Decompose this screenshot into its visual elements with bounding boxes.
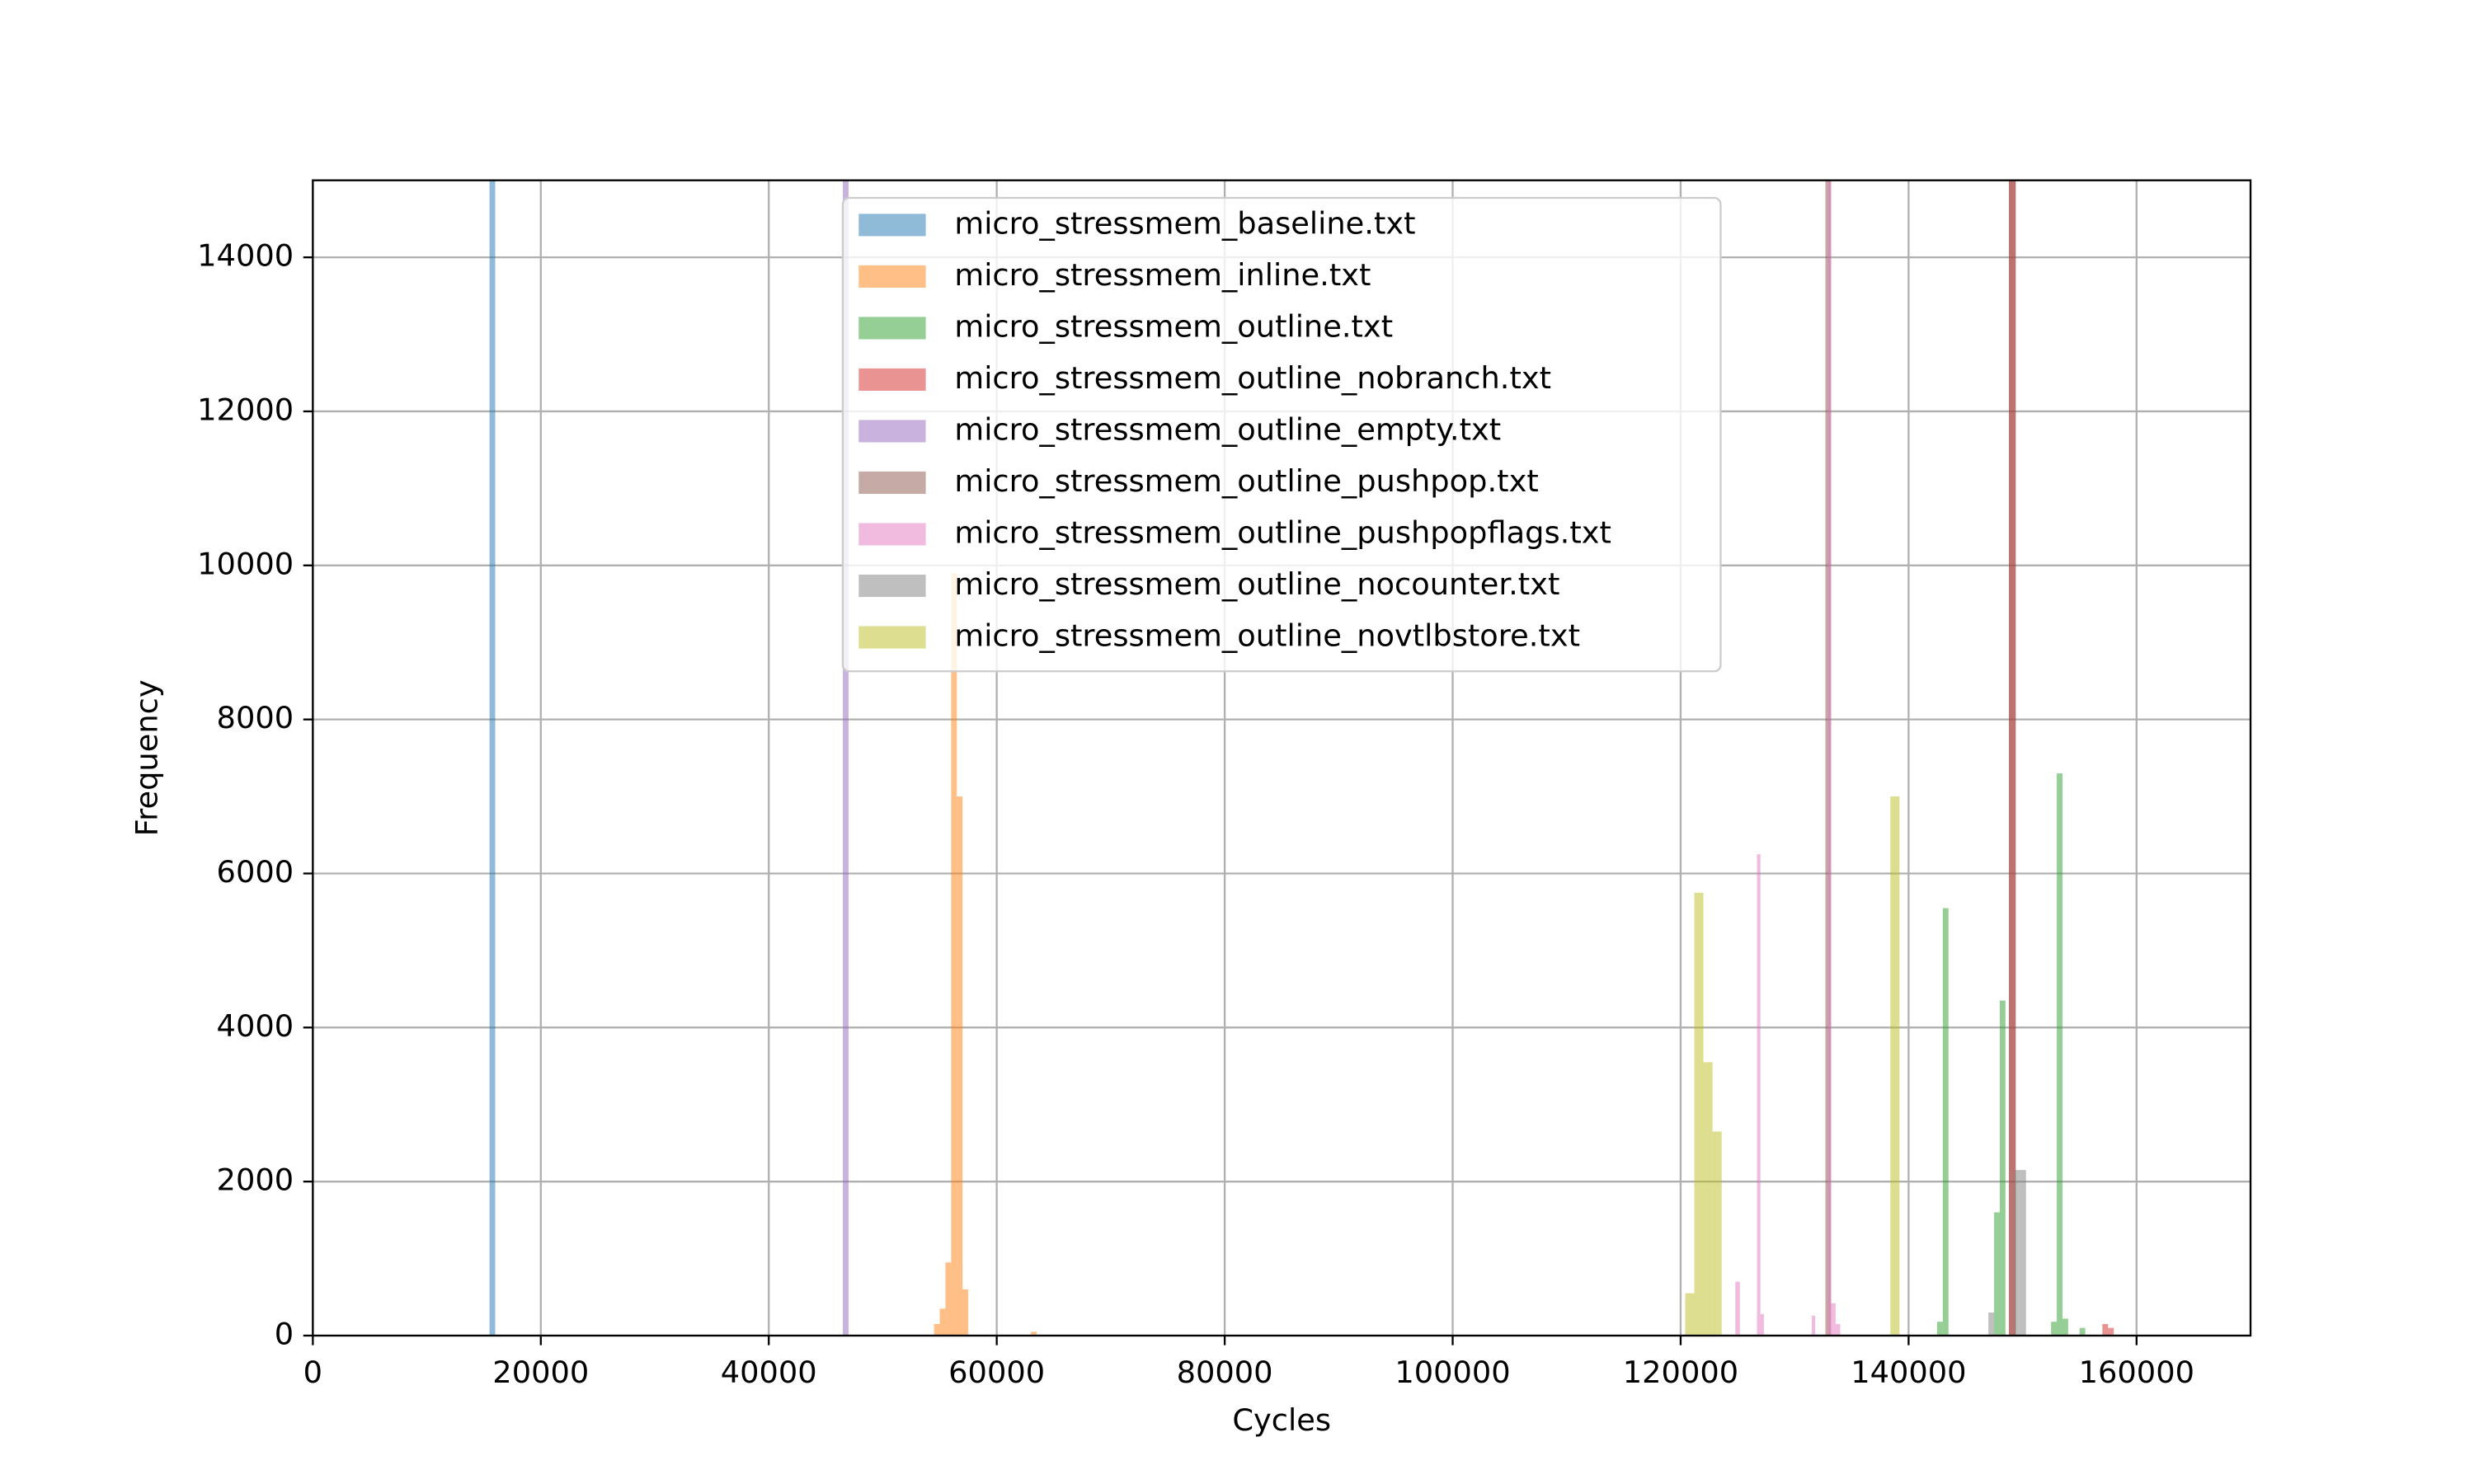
histogram-bar — [2057, 773, 2062, 1336]
plot-frame — [312, 179, 2252, 1337]
legend-label: micro_stressmem_outline_nocounter.txt — [954, 566, 1559, 602]
y-tick-label: 6000 — [217, 854, 294, 890]
y-tick-label: 14000 — [197, 238, 294, 274]
y-tick-label: 8000 — [217, 700, 294, 735]
x-tick-label: 160000 — [2079, 1355, 2194, 1390]
histogram-bar — [1031, 1331, 1037, 1336]
histogram-bar — [1760, 1313, 1764, 1336]
x-tick-label: 60000 — [948, 1355, 1045, 1390]
legend-label: micro_stressmem_outline_nobranch.txt — [954, 360, 1551, 396]
histogram-bar — [2062, 1318, 2068, 1336]
legend-swatch — [858, 420, 926, 443]
x-tick-label: 0 — [303, 1355, 322, 1390]
legend-swatch — [858, 471, 926, 495]
histogram-bar — [1827, 180, 1832, 1336]
histogram-bar — [1712, 1131, 1722, 1336]
x-axis-label: Cycles — [1232, 1402, 1331, 1438]
y-tick-label: 0 — [275, 1317, 294, 1352]
ticks: 0 20000 40000 60000 80000 100000 120000 140000 1… — [197, 238, 2194, 1390]
legend-label: micro_stressmem_baseline.txt — [954, 205, 1415, 241]
histogram-bar — [2020, 1170, 2026, 1336]
histogram-bar — [2051, 1322, 2058, 1336]
histogram-bar — [1994, 1212, 2000, 1336]
legend-swatch — [858, 626, 926, 649]
histogram-bar — [1757, 854, 1761, 1336]
legend-swatch — [858, 265, 926, 288]
legend-swatch — [858, 317, 926, 340]
legend-label: micro_stressmem_outline.txt — [954, 308, 1393, 344]
x-tick-label: 40000 — [721, 1355, 817, 1390]
x-tick-label: 140000 — [1851, 1355, 1966, 1390]
legend-label: micro_stressmem_outline_novtlbstore.txt — [954, 618, 1580, 654]
histogram-bar — [1999, 1000, 2006, 1336]
y-axis-label: Frequency — [129, 679, 165, 836]
histogram-bar — [945, 1262, 952, 1336]
histogram-bar — [2102, 1323, 2109, 1336]
y-tick-label: 12000 — [197, 392, 294, 427]
histogram-bar — [2014, 1170, 2020, 1336]
histogram-bar — [1942, 908, 1949, 1336]
histogram-bar — [843, 180, 849, 1336]
legend-swatch — [858, 214, 926, 237]
histogram-bar — [1835, 1323, 1841, 1336]
legend-swatch — [858, 574, 926, 598]
histogram-bar — [1988, 1312, 1995, 1336]
x-tick-label: 80000 — [1177, 1355, 1273, 1390]
histogram-bar — [1811, 1315, 1816, 1336]
legend-label: micro_stressmem_outline_pushpopflags.txt — [954, 515, 1611, 551]
x-tick-label: 120000 — [1623, 1355, 1738, 1390]
histogram-bar — [2009, 180, 2016, 1336]
histogram-bar — [1703, 1062, 1713, 1336]
histogram-bar — [1694, 892, 1704, 1336]
histogram-bar — [2079, 1327, 2086, 1336]
histogram-bar — [962, 1289, 969, 1336]
legend-box — [841, 196, 1722, 673]
bars — [489, 180, 2114, 1336]
legend-swatch — [858, 523, 926, 546]
legend: micro_stressmem_baseline.txt micro_stress… — [841, 196, 1722, 673]
histogram-bar — [957, 796, 963, 1336]
histogram-bar — [934, 1323, 940, 1336]
legend-swatch — [858, 368, 926, 391]
histogram-bar — [489, 180, 496, 1336]
legend-label: micro_stressmem_outline_pushpop.txt — [954, 463, 1538, 499]
histogram-bar — [1936, 1322, 1943, 1336]
legend-label: micro_stressmem_inline.txt — [954, 257, 1371, 293]
histogram-bar — [939, 1308, 946, 1336]
histogram-bar — [1685, 1293, 1695, 1336]
histogram-bar — [951, 573, 957, 1336]
y-tick-label: 10000 — [197, 546, 294, 581]
y-tick-label: 4000 — [217, 1008, 294, 1044]
histogram-bar — [2108, 1327, 2114, 1336]
x-tick-label: 100000 — [1395, 1355, 1510, 1390]
legend-label: micro_stressmem_outline_empty.txt — [954, 411, 1501, 447]
histogram-bar — [1735, 1281, 1740, 1336]
histogram-bar — [1831, 1303, 1836, 1336]
y-tick-label: 2000 — [217, 1162, 294, 1198]
histogram-bar — [1890, 796, 1900, 1336]
x-tick-label: 20000 — [492, 1355, 589, 1390]
